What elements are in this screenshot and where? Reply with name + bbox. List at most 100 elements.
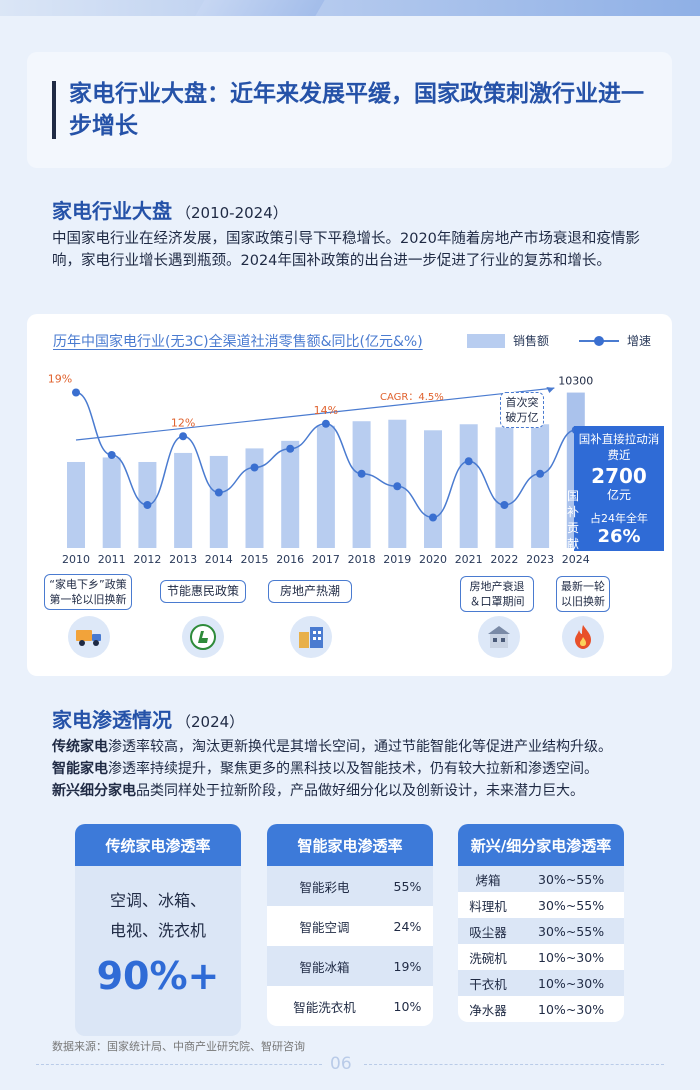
x-tick-label: 2010 [62,553,90,566]
page-title: 家电行业大盘：近年来发展平缓，国家政策刺激行业进一步增长 [69,81,644,139]
subsidy-unit: 亿元 [606,488,631,502]
emerging-value: 10%~30% [518,996,624,1022]
table-row: 智能洗衣机 10% [267,986,433,1026]
traditional-penetration-value: 90%+ [96,954,220,998]
table-row: 料理机 30%~55% [458,892,624,918]
event-label-5: 最新一轮以旧换新 [556,576,610,612]
growth-point [286,444,295,453]
penetration-line-traditional: 传统家电渗透率较高，淘汰更新换代是其增长空间，通过节能智能化等促进产业结构升级。 [52,736,662,758]
building-icon [290,616,332,658]
x-tick-label: 2017 [312,553,340,566]
section1-heading-main: 家电行业大盘 [52,199,172,223]
x-tick-label: 2012 [133,553,161,566]
traditional-card-body: 空调、冰箱、 电视、洗衣机 90%+ [75,866,241,1036]
page-number: 06 [330,1054,352,1074]
cagr-arrow-head [546,387,555,393]
footer-divider-right [364,1064,664,1065]
smart-name: 智能洗衣机 [267,986,382,1026]
top-banner [0,0,700,16]
bar [102,457,121,548]
x-tick-label: 2020 [419,553,447,566]
subsidy-line1: 国补直接拉动消费近 [578,432,660,462]
emerging-name: 净水器 [458,996,519,1022]
x-tick-label: 2018 [348,553,376,566]
emerging-name: 吸尘器 [458,918,519,944]
x-tick-label: 2021 [455,553,483,566]
smart-value: 55% [381,866,433,906]
bar [531,424,550,548]
growth-point-label: 14% [314,404,338,417]
emerging-value: 10%~30% [518,944,624,970]
chart-card: 历年中国家电行业(无3C)全渠道社消零售额&同比(亿元&%) 销售额 增速 [27,314,672,676]
penetration-line-traditional-bold: 传统家电 [52,739,108,755]
growth-point [321,419,330,428]
smart-name: 智能冰箱 [267,946,382,986]
title-card: 家电行业大盘：近年来发展平缓，国家政策刺激行业进一步增长 [27,52,672,168]
event-label-3: 房地产热潮 [268,580,352,603]
legend-bar-label: 销售额 [513,334,550,348]
legend-bar-swatch [467,333,505,348]
penetration-line-emerging: 新兴细分家电品类同样处于拉新阶段，产品做好细分化以及创新设计，未来潜力巨大。 [52,780,662,802]
bar [67,461,85,548]
cagr-label: CAGR：4.5% [380,392,444,403]
legend-line-swatch [579,335,620,346]
event-label-4: 房地产衰退＆口罩期间 [460,576,534,612]
emerging-name: 洗碗机 [458,944,519,970]
emerging-value: 30%~55% [518,866,624,892]
bar [281,440,300,548]
traditional-card-header: 传统家电渗透率 [75,824,241,866]
x-tick-label: 2024 [562,553,590,566]
section2-heading-main: 家电渗透情况 [52,708,172,732]
penetration-line-smart: 智能家电渗透率持续提升，聚焦更多的黑科技以及智能技术，仍有较大拉新和渗透空间。 [52,758,662,780]
event-label-1: “家电下乡”政策第一轮以旧换新 [44,574,132,610]
bar [352,421,371,548]
bar-value-label: 10300 [558,375,593,388]
table-row: 净水器 10%~30% [458,996,624,1022]
x-tick-label: 2016 [276,553,304,566]
emerging-value: 30%~55% [518,892,624,918]
traditional-products-line1: 空调、冰箱、 [109,891,206,910]
x-tick-label: 2011 [98,553,126,566]
traditional-card: 传统家电渗透率 空调、冰箱、 电视、洗衣机 90%+ [75,824,241,1036]
growth-point-label: 19% [48,373,72,386]
growth-point [72,388,80,397]
growth-point [179,432,188,441]
x-tick-label: 2019 [383,553,411,566]
subsidy-vertical-label: 国补贡献 [566,489,579,551]
bar [209,455,228,548]
x-tick-label: 2022 [490,553,518,566]
emerging-name: 干衣机 [458,970,519,996]
x-tick-label: 2023 [526,553,554,566]
section1-heading: 家电行业大盘 （2010-2024） [52,195,288,224]
subsidy-box: 国补直接拉动消费近 2700 亿元 占24年全年 26% [574,426,664,551]
table-row: 洗碗机 10%~30% [458,944,624,970]
x-tick-label: 2014 [205,553,233,566]
smart-table: 智能彩电 55% 智能空调 24% 智能冰箱 19% 智能洗衣机 10% [267,866,433,1026]
mask-building-icon [478,616,520,658]
growth-point [429,513,437,522]
x-tick-label: 2013 [169,553,197,566]
table-row: 干衣机 10%~30% [458,970,624,996]
growth-point [143,501,152,509]
smart-card: 智能家电渗透率 智能彩电 55% 智能空调 24% 智能冰箱 19% 智能洗衣机 10% [267,824,433,1026]
smart-name: 智能空调 [267,906,382,946]
emerging-value: 10%~30% [518,970,624,996]
penetration-line-emerging-bold: 新兴细分家电 [52,783,136,799]
penetration-line-emerging-text: 品类同样处于拉新阶段，产品做好细分化以及创新设计，未来潜力巨大。 [136,783,584,799]
section2-heading: 家电渗透情况 （2024） [52,704,244,733]
x-tick-label: 2015 [241,553,269,566]
table-row: 智能彩电 55% [267,866,433,906]
growth-point [393,482,402,491]
subsidy-value: 2700 [591,464,647,488]
fire-icon [562,616,604,658]
chart-title: 历年中国家电行业(无3C)全渠道社消零售额&同比(亿元&%) [53,334,423,350]
growth-point [536,469,545,478]
smart-card-header: 智能家电渗透率 [267,824,433,866]
callout-first-breakthrough: 首次突破万亿 [500,392,544,428]
smart-name: 智能彩电 [267,866,382,906]
penetration-line-smart-bold: 智能家电 [52,761,108,777]
table-row: 智能冰箱 19% [267,946,433,986]
table-row: 吸尘器 30%~55% [458,918,624,944]
truck-icon [68,616,110,658]
bar [424,430,442,548]
